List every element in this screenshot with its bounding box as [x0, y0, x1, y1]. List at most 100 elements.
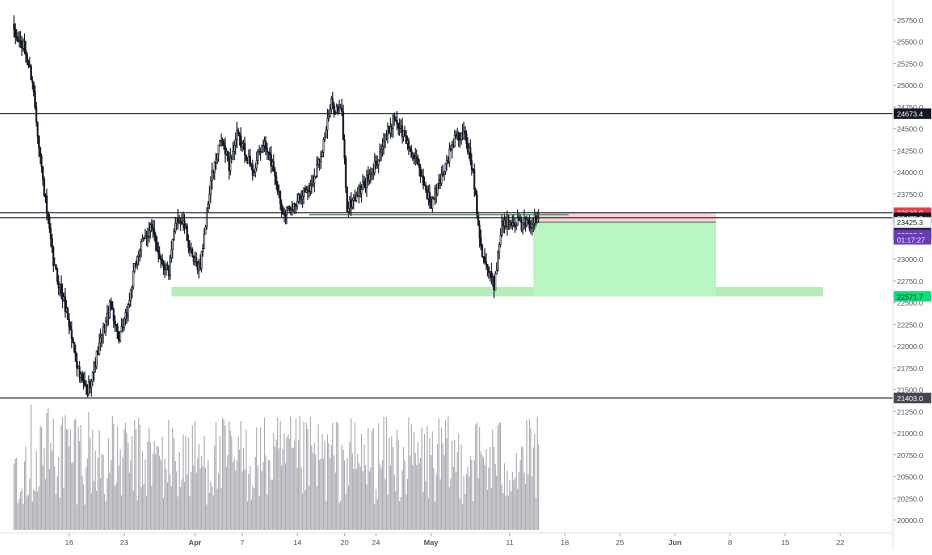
- candle-body: [532, 222, 535, 225]
- candle-body: [321, 152, 324, 157]
- candle-body: [26, 54, 29, 63]
- candle-body: [384, 133, 387, 142]
- candle-body: [98, 342, 101, 355]
- candle-body: [453, 134, 456, 147]
- candle-body: [301, 196, 304, 200]
- candle-body: [157, 249, 160, 254]
- candle-body: [28, 64, 31, 67]
- candle-body: [68, 319, 70, 327]
- candle-body: [201, 248, 204, 253]
- candle-body: [259, 151, 262, 154]
- candle-body: [329, 108, 331, 117]
- candle-body: [480, 237, 482, 246]
- candle-body: [410, 149, 413, 158]
- candle-body: [127, 304, 130, 317]
- time-tick-label: 18: [561, 538, 569, 547]
- candle-body: [320, 156, 322, 162]
- candle-body: [40, 155, 43, 167]
- candle-body: [500, 221, 503, 236]
- candle-body: [281, 208, 284, 214]
- candle-body: [470, 160, 473, 170]
- candle-body: [312, 182, 314, 185]
- candle-body: [136, 256, 139, 265]
- time-tick-label: 24: [372, 538, 380, 547]
- candle-body: [417, 157, 419, 165]
- candle-body: [104, 320, 107, 333]
- candle-body: [340, 107, 343, 112]
- candle-body: [39, 147, 42, 157]
- candle-body: [129, 289, 132, 301]
- candle-body: [331, 98, 334, 106]
- candle-body: [116, 325, 119, 340]
- candle-body: [347, 208, 350, 212]
- candle-body: [361, 180, 364, 190]
- candle-body: [477, 214, 480, 226]
- candle-body: [515, 224, 518, 227]
- candle-body: [392, 114, 394, 129]
- position-target-zone: [533, 222, 716, 297]
- candle-body: [342, 111, 345, 140]
- candle-body: [69, 326, 72, 331]
- candle-body: [485, 261, 488, 265]
- candle-body: [379, 151, 381, 161]
- candle-body: [478, 225, 481, 239]
- candle-body: [363, 180, 366, 186]
- candle-body: [284, 214, 287, 217]
- candle-body: [240, 135, 242, 148]
- candle-body: [279, 191, 282, 204]
- candle-body: [375, 160, 377, 166]
- candle-body: [74, 351, 77, 362]
- candle-body: [234, 139, 237, 146]
- candle-body: [233, 145, 236, 152]
- candle-body: [49, 228, 52, 239]
- candle-body: [251, 164, 254, 176]
- candle-body: [219, 140, 221, 146]
- candle-body: [249, 156, 251, 166]
- candle-body: [238, 133, 241, 137]
- candle-body: [221, 140, 224, 143]
- candle-body: [188, 247, 191, 251]
- candle-body: [209, 180, 212, 195]
- candle-body: [369, 172, 372, 175]
- price-tick-label: 21750.0: [897, 364, 923, 373]
- candle-body: [93, 361, 95, 373]
- candle-body: [229, 157, 232, 171]
- price-label-badge: [893, 291, 932, 302]
- candle-body: [316, 164, 318, 177]
- candle-body: [99, 337, 102, 344]
- price-tick-label: 24750.0: [897, 103, 923, 112]
- candle-body: [150, 224, 153, 229]
- candle-body: [264, 140, 267, 149]
- candle-body: [38, 136, 40, 149]
- candle-body: [473, 169, 476, 190]
- candle-body: [521, 222, 524, 231]
- candle-body: [166, 265, 169, 268]
- candle-body: [422, 175, 425, 186]
- candle-body: [276, 183, 279, 192]
- candle-body: [139, 250, 141, 256]
- candle-body: [380, 149, 383, 153]
- price-tick-label: 20250.0: [897, 494, 923, 503]
- price-label-text: 22571.7: [897, 292, 923, 301]
- candle-body: [455, 134, 457, 137]
- candle-body: [52, 247, 55, 267]
- time-tick-label: 15: [781, 538, 789, 547]
- candle-body: [253, 172, 255, 176]
- candle-body: [30, 66, 32, 81]
- candle-body: [270, 154, 272, 167]
- candle-body: [183, 220, 186, 228]
- candle-body: [275, 175, 278, 185]
- candle-body: [120, 325, 123, 332]
- price-tick-label: 20000.0: [897, 516, 923, 525]
- candle-body: [343, 139, 346, 159]
- candle-body: [237, 130, 240, 135]
- candle-body: [14, 29, 17, 37]
- candle-body: [142, 238, 145, 240]
- candle-body: [396, 119, 398, 124]
- candle-body: [191, 248, 194, 257]
- candle-body: [465, 133, 468, 144]
- support-zone: [171, 286, 824, 297]
- candle-body: [146, 236, 149, 238]
